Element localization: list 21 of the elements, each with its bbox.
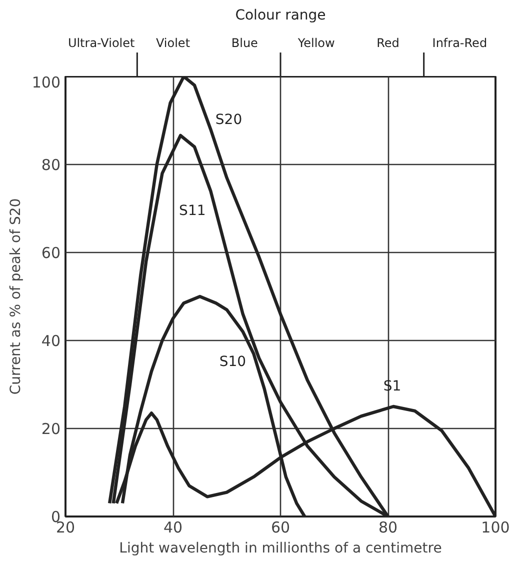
x-tick-label: 60 <box>270 518 290 536</box>
x-axis-title: Light wavelength in millionths of a centimetre <box>119 540 442 556</box>
text: Violet <box>156 36 190 50</box>
x-tick-label: 40 <box>163 518 183 536</box>
y-tick-label: 20 <box>41 420 61 438</box>
text: Red <box>376 36 400 50</box>
series-label: S20 <box>215 112 242 128</box>
y-axis-title: Current as % of peak of S20 <box>8 198 24 395</box>
series-label: S11 <box>179 203 206 220</box>
series-label: S10 <box>219 354 246 370</box>
text: Blue <box>231 36 258 50</box>
text: Yellow <box>296 36 335 50</box>
y-tick-label: 80 <box>41 156 61 174</box>
x-tick-label: 80 <box>378 518 398 536</box>
text: Colour range <box>235 8 326 24</box>
y-tick-label: 40 <box>41 332 61 350</box>
text: Infra-Red <box>432 36 488 50</box>
y-tick-label: 60 <box>41 244 61 262</box>
x-tick-label: 100 <box>481 518 510 536</box>
y-tick-label: 100 <box>32 74 61 92</box>
text: Ultra-Violet <box>68 36 136 50</box>
